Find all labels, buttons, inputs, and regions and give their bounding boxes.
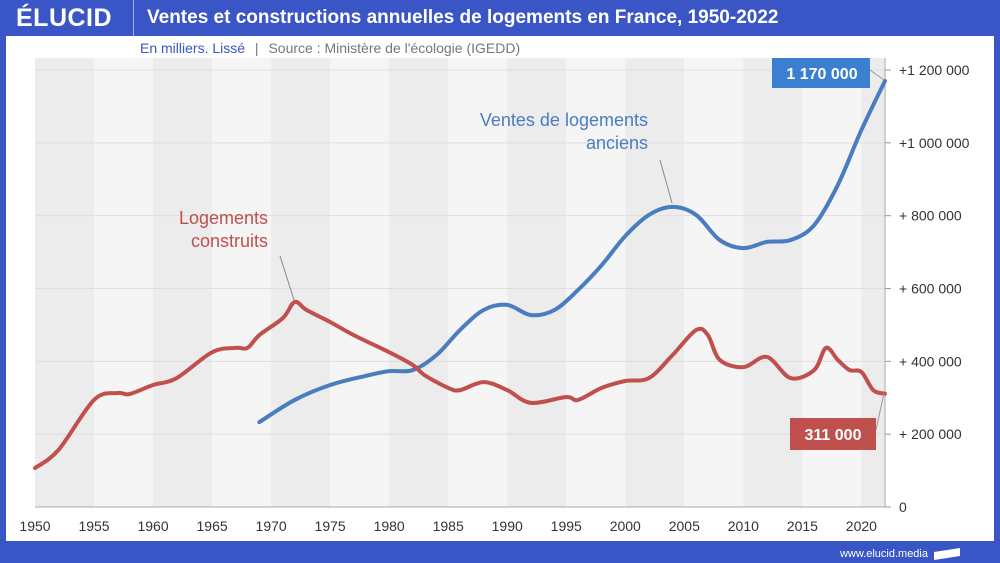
x-tick-label: 1990 [492, 518, 523, 534]
x-tick-label: 2000 [610, 518, 641, 534]
end-value-label: 1 170 000 [786, 66, 857, 83]
year-band [153, 58, 213, 507]
year-band [94, 58, 154, 507]
x-tick-label: 2005 [669, 518, 700, 534]
header-bar: ÉLUCID Ventes et constructions annuelles… [0, 0, 1000, 36]
header-divider [133, 0, 134, 36]
y-tick-label: + 200 000 [899, 426, 962, 442]
unit-note: En milliers. Lissé [140, 40, 246, 56]
x-tick-label: 2015 [787, 518, 818, 534]
series-label: anciens [586, 133, 648, 153]
year-band [389, 58, 449, 507]
label-leader-line [659, 159, 673, 204]
y-tick-label: +1 200 000 [899, 62, 970, 78]
series-line-ventes-anciens [257, 78, 887, 425]
year-band [507, 58, 567, 507]
y-tick-label: +1 000 000 [899, 135, 970, 151]
end-value-label: 311 000 [805, 427, 862, 444]
elucid-logo: ÉLUCID [16, 3, 113, 32]
series-label: Logements [179, 208, 268, 228]
series-label: construits [191, 231, 268, 251]
year-band [684, 58, 744, 507]
end-value-box [772, 58, 870, 88]
source-note: Source : Ministère de l'écologie (IGEDD) [268, 40, 521, 56]
year-band [625, 58, 685, 507]
year-band [212, 58, 272, 507]
y-tick-label: + 600 000 [899, 281, 962, 297]
elucid-flag-icon [934, 548, 960, 560]
series-line-logements-construits [33, 299, 887, 471]
end-value-connector [869, 69, 885, 81]
year-band [271, 58, 331, 507]
x-tick-label: 1960 [137, 518, 168, 534]
subtitle-separator: | [254, 40, 259, 56]
x-tick-label: 1980 [374, 518, 405, 534]
y-tick-label: + 800 000 [899, 208, 962, 224]
x-tick-label: 1955 [78, 518, 109, 534]
footer: www.elucid.media [840, 548, 960, 560]
x-tick-label: 1995 [551, 518, 582, 534]
y-tick-label: + 400 000 [899, 353, 962, 369]
x-tick-label: 1950 [19, 518, 50, 534]
x-tick-label: 1975 [315, 518, 346, 534]
year-band [330, 58, 390, 507]
x-tick-label: 1970 [256, 518, 287, 534]
subtitle: En milliers. Lissé | Source : Ministère … [140, 40, 520, 56]
x-tick-label: 1965 [197, 518, 228, 534]
website-link[interactable]: www.elucid.media [839, 548, 928, 560]
end-value-box [790, 418, 876, 450]
year-band [35, 58, 95, 507]
label-leader-line [279, 255, 295, 301]
y-tick-label: 0 [899, 499, 907, 515]
year-band [448, 58, 508, 507]
x-tick-label: 2010 [728, 518, 759, 534]
series-label: Ventes de logements [480, 110, 648, 130]
x-tick-label: 2020 [846, 518, 877, 534]
x-tick-label: 1985 [433, 518, 464, 534]
end-value-connector [875, 392, 885, 431]
chart-title: Ventes et constructions annuelles de log… [147, 7, 779, 28]
year-band [566, 58, 626, 507]
